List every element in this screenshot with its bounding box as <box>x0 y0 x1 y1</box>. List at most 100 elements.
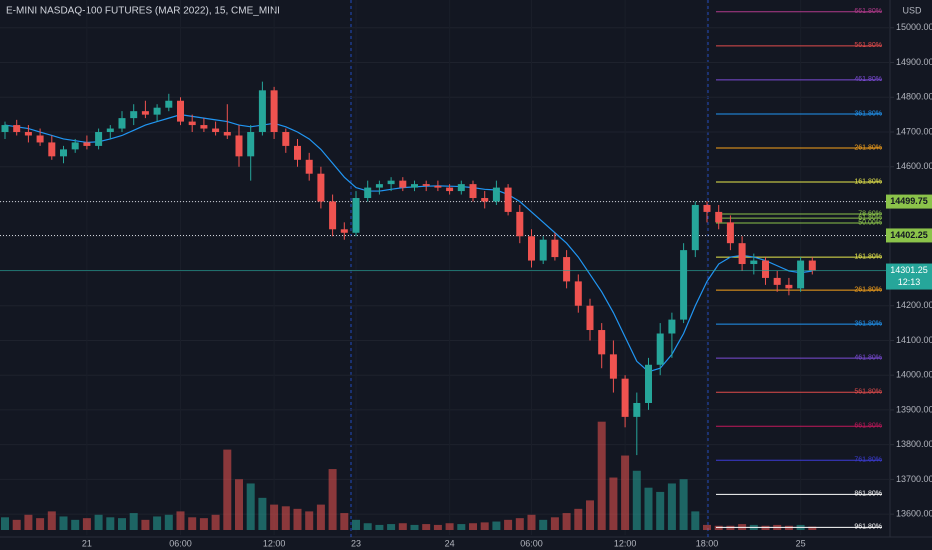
candle-body <box>750 260 758 265</box>
candle-body <box>13 125 21 133</box>
volume-bar <box>246 483 255 530</box>
volume-bar <box>492 521 501 530</box>
y-tick-label: 14700.00 <box>896 126 932 136</box>
volume-bar <box>258 497 267 530</box>
volume-bar <box>153 516 162 530</box>
volume-bar <box>726 525 735 530</box>
x-tick-label: 06:00 <box>169 538 192 548</box>
volume-bar <box>199 518 208 530</box>
candle-body <box>668 319 676 334</box>
candle-body <box>726 222 734 244</box>
volume-bar <box>340 513 349 530</box>
volume-bar <box>352 519 360 530</box>
fib-label: 861.80% <box>854 491 882 498</box>
volume-bar <box>82 518 91 530</box>
x-tick-label: 24 <box>445 538 455 548</box>
fib-label: 78.60% <box>858 210 882 217</box>
candle-body <box>294 145 301 160</box>
volume-bar <box>621 455 630 530</box>
candle-body <box>340 229 348 233</box>
candle-body <box>586 305 594 331</box>
fib-label: 561.80% <box>854 42 882 49</box>
volume-bar <box>515 518 524 530</box>
candle-body <box>24 132 32 136</box>
currency: USD <box>902 5 922 15</box>
volume-bar <box>59 516 68 530</box>
volume-bar <box>445 523 454 530</box>
y-tick-label: 14900.00 <box>896 57 932 67</box>
y-tick-label: 14000.00 <box>896 370 932 380</box>
candle-body <box>95 132 103 146</box>
price-label-box <box>886 228 932 243</box>
volume-bar <box>71 519 80 530</box>
fib-label: 261.80% <box>854 286 882 293</box>
candle-body <box>785 284 793 289</box>
candle-body <box>375 184 383 188</box>
volume-bar <box>1 517 9 530</box>
fib-label: 361.80% <box>854 110 882 117</box>
candle-body <box>329 201 337 230</box>
volume-bar <box>597 421 606 530</box>
candle-body <box>247 132 255 157</box>
y-tick-label: 15000.00 <box>896 22 932 32</box>
volume-bar <box>644 487 653 530</box>
volume-bar <box>188 517 197 530</box>
volume-bar <box>270 504 279 530</box>
fib-label: 661.80% <box>854 8 882 15</box>
candle-body <box>235 135 243 157</box>
y-tick-label: 13900.00 <box>896 404 932 414</box>
candle-body <box>36 135 44 143</box>
y-tick-label: 13700.00 <box>896 474 932 484</box>
candle-body <box>492 187 500 202</box>
candle-body <box>446 187 454 192</box>
volume-bar <box>527 514 536 530</box>
fib-label: 361.80% <box>854 320 882 327</box>
volume-bar <box>562 513 571 530</box>
volume-bar <box>808 526 817 530</box>
volume-bar <box>12 519 21 530</box>
candle-body <box>317 173 325 202</box>
candle-body <box>703 204 711 212</box>
candle-body <box>270 90 278 133</box>
volume-bar <box>410 524 419 530</box>
candle-body <box>528 236 535 261</box>
volume-bar <box>106 517 115 530</box>
volume-bar <box>539 519 548 530</box>
fib-label: 461.80% <box>854 76 882 83</box>
candle-body <box>434 185 442 188</box>
candle-body <box>48 142 56 157</box>
volume-bar <box>36 518 45 530</box>
volume-bar <box>363 523 372 530</box>
candle-body <box>71 142 79 150</box>
candle-body <box>177 100 184 122</box>
volume-bar <box>656 491 665 530</box>
volume-bar <box>469 523 477 530</box>
volume-bar <box>398 523 407 530</box>
volume-bar <box>574 508 583 530</box>
fib-label: 161.80% <box>854 253 882 260</box>
candle-body <box>738 243 746 265</box>
fib-label: 461.80% <box>854 355 882 362</box>
price-label: 14402.25 <box>890 230 928 240</box>
fib-label: 761.80% <box>854 457 882 464</box>
candle-body <box>598 330 606 355</box>
last-price-box <box>886 263 932 290</box>
candle-body <box>212 128 220 133</box>
candle-body <box>539 239 547 261</box>
x-tick-label: 18:00 <box>696 538 719 548</box>
candle-body <box>621 378 629 417</box>
candle-body <box>680 250 688 320</box>
candle-body <box>411 184 418 188</box>
candle-body <box>165 100 173 108</box>
candle-body <box>504 187 512 212</box>
volume-bar <box>703 524 711 530</box>
volume-bar <box>375 524 384 530</box>
candle-body <box>469 184 477 199</box>
candle-body <box>141 111 149 115</box>
last-price: 14301.25 <box>890 265 928 275</box>
candle-body <box>773 277 781 285</box>
candle-body <box>223 132 231 136</box>
y-tick-label: 14100.00 <box>896 335 932 345</box>
candle-body <box>797 260 805 289</box>
